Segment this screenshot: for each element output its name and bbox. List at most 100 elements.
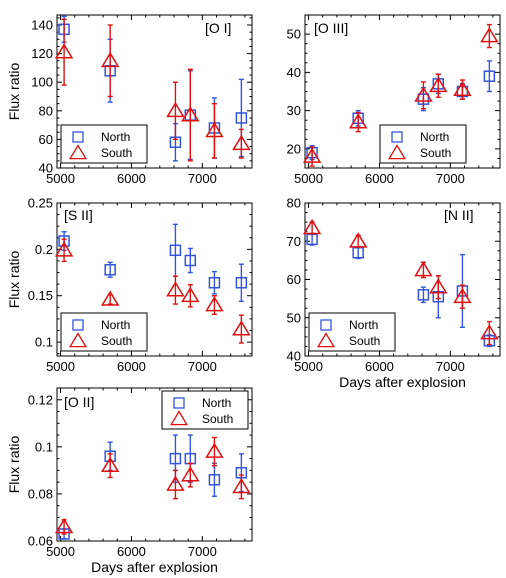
x-tick-label: 5000 — [46, 359, 75, 374]
south-point — [54, 241, 74, 257]
south-point — [166, 475, 185, 491]
y-tick-label: 60 — [39, 132, 53, 147]
y-tick-label: 0.1 — [35, 439, 53, 454]
north-point — [184, 254, 197, 267]
y-tick-label: 70 — [287, 234, 301, 249]
legend-south-label: South — [349, 334, 380, 348]
x-axis-label: Days after explosion — [91, 559, 218, 575]
x-tick-label: 7000 — [188, 171, 217, 186]
panel-title: [N II] — [444, 207, 474, 223]
legend-south-marker — [169, 410, 189, 426]
south-point — [205, 296, 224, 312]
panel-title: [O I] — [205, 20, 231, 36]
y-tick-label: 0.12 — [28, 392, 53, 407]
y-tick-label: 0.25 — [28, 196, 53, 211]
south-point — [181, 286, 200, 303]
x-tick-label: 6000 — [365, 359, 394, 374]
north-point — [169, 452, 182, 465]
x-tick-label: 6000 — [117, 544, 146, 559]
south-point — [205, 121, 224, 138]
legend-box — [379, 124, 467, 164]
south-point — [302, 218, 322, 235]
panel-1: 5000 6000 7000 40 60 80 100 120 140 Flux ratio [O … — [6, 14, 253, 186]
north-point — [235, 276, 248, 289]
south-point — [166, 101, 185, 118]
x-tick-label: 5000 — [46, 544, 75, 559]
legend-north-label: North — [101, 318, 130, 332]
south-point — [480, 27, 499, 43]
north-point — [417, 289, 430, 301]
legend-north-marker — [320, 319, 332, 331]
legend: North South — [379, 124, 467, 164]
legend-north-marker — [72, 131, 84, 143]
panel-2: 5000 6000 7000 20 30 40 50 [O III] North South — [287, 14, 501, 186]
panel-5: 5000 6000 7000 0.06 0.08 0.1 0.12 Flux ratio Day… — [6, 387, 253, 575]
x-tick-label: 7000 — [436, 171, 465, 186]
x-tick-label: 6000 — [365, 171, 394, 186]
south-point — [453, 287, 472, 304]
y-tick-label: 0.08 — [28, 486, 53, 501]
x-tick-label: 7000 — [188, 359, 217, 374]
south-point — [54, 43, 74, 59]
y-tick-label: 40 — [287, 349, 301, 364]
x-tick-label: 7000 — [436, 359, 465, 374]
south-point — [302, 147, 322, 163]
x-tick-label: 6000 — [117, 171, 146, 186]
x-tick-label: 5000 — [294, 359, 323, 374]
legend-box — [308, 312, 396, 352]
south-point — [181, 466, 200, 482]
y-axis-label: Flux ratio — [6, 63, 22, 121]
y-tick-label: 100 — [31, 75, 53, 90]
y-tick-label: 60 — [287, 272, 301, 287]
y-tick-label: 40 — [39, 161, 53, 176]
panel-title: [O III] — [314, 20, 348, 36]
south-point — [100, 51, 120, 68]
y-tick-label: 20 — [287, 141, 301, 156]
south-point — [232, 477, 251, 494]
legend-north-label: North — [202, 396, 231, 410]
legend-north-label: North — [420, 130, 449, 144]
north-point — [483, 70, 496, 82]
x-tick-label: 7000 — [188, 544, 217, 559]
y-tick-label: 140 — [31, 18, 53, 33]
x-tick-label: 5000 — [46, 171, 75, 186]
south-point — [414, 86, 433, 102]
x-tick-label: 5000 — [294, 171, 323, 186]
legend-south-marker — [387, 144, 407, 160]
y-tick-label: 0.06 — [28, 534, 53, 549]
legend-north-label: North — [101, 130, 130, 144]
south-point — [232, 134, 251, 151]
legend-south-marker — [316, 332, 336, 348]
south-point — [480, 324, 499, 340]
south-point — [414, 260, 433, 277]
south-point — [166, 281, 185, 297]
x-tick-label: 6000 — [117, 359, 146, 374]
plot-frame — [56, 14, 253, 169]
south-point — [429, 76, 448, 93]
y-axis-label: Flux ratio — [6, 251, 22, 309]
panel-3: 5000 6000 7000 0.1 0.15 0.2 0.25 Flux ratio [S I… — [6, 196, 253, 374]
plot-frame — [56, 387, 253, 542]
legend: North South — [161, 390, 249, 430]
y-tick-label: 50 — [287, 310, 301, 325]
x-axis-label: Days after explosion — [339, 374, 466, 390]
south-point — [100, 290, 120, 306]
legend-south-label: South — [202, 412, 233, 426]
south-point — [54, 517, 74, 534]
legend-south-label: South — [101, 146, 132, 160]
y-tick-label: 30 — [287, 103, 301, 118]
south-point — [100, 456, 120, 473]
panel-title: [O II] — [64, 394, 94, 410]
south-point — [453, 80, 472, 96]
panel-4: 5000 6000 7000 40 50 60 70 80 Days after explosi… — [287, 196, 501, 390]
north-point — [208, 474, 221, 486]
legend: North South — [60, 124, 148, 164]
y-tick-label: 50 — [287, 27, 301, 42]
legend-south-label: South — [420, 146, 451, 160]
plot-frame — [56, 202, 253, 357]
legend-box — [60, 312, 148, 352]
south-point — [205, 442, 224, 458]
south-point — [181, 106, 200, 122]
legend-north-marker — [173, 397, 185, 409]
